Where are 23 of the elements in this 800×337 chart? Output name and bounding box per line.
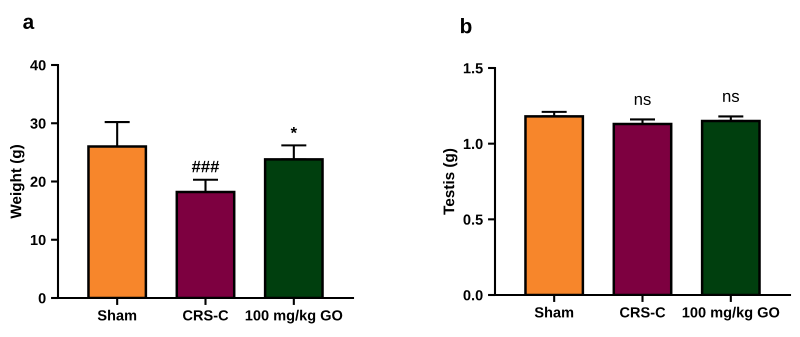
y-axis-title: Weight (g) xyxy=(10,145,24,219)
x-tick-label: CRS-C xyxy=(183,310,228,321)
annotation: ns xyxy=(723,92,740,102)
chart-title: a xyxy=(23,18,34,30)
y-tick-label: 1.0 xyxy=(464,138,483,150)
y-tick-label: 20 xyxy=(30,176,46,187)
y-tick-label: 1.5 xyxy=(464,63,483,74)
y-tick-label: 0.0 xyxy=(464,290,483,300)
x-tick-label: CRS-C xyxy=(620,307,666,318)
x-tick-label: 100 mg/kg GO xyxy=(682,306,780,320)
y-tick-label: 30 xyxy=(30,118,46,129)
x-tick-label: Sham xyxy=(98,310,136,321)
y-axis-title: Testis (g) xyxy=(443,148,458,215)
annotation: ns xyxy=(634,96,651,106)
y-tick-label: 0 xyxy=(38,293,46,304)
x-tick-label: Sham xyxy=(534,306,574,318)
x-tick-label: 100 mg/kg GO xyxy=(246,310,342,324)
annotation: * xyxy=(290,126,298,134)
y-tick-label: 0.5 xyxy=(464,214,483,225)
chart-title: b xyxy=(460,18,472,34)
annotation: ### xyxy=(192,160,220,172)
y-tick-label: 40 xyxy=(30,60,46,70)
y-tick-label: 10 xyxy=(30,234,46,246)
